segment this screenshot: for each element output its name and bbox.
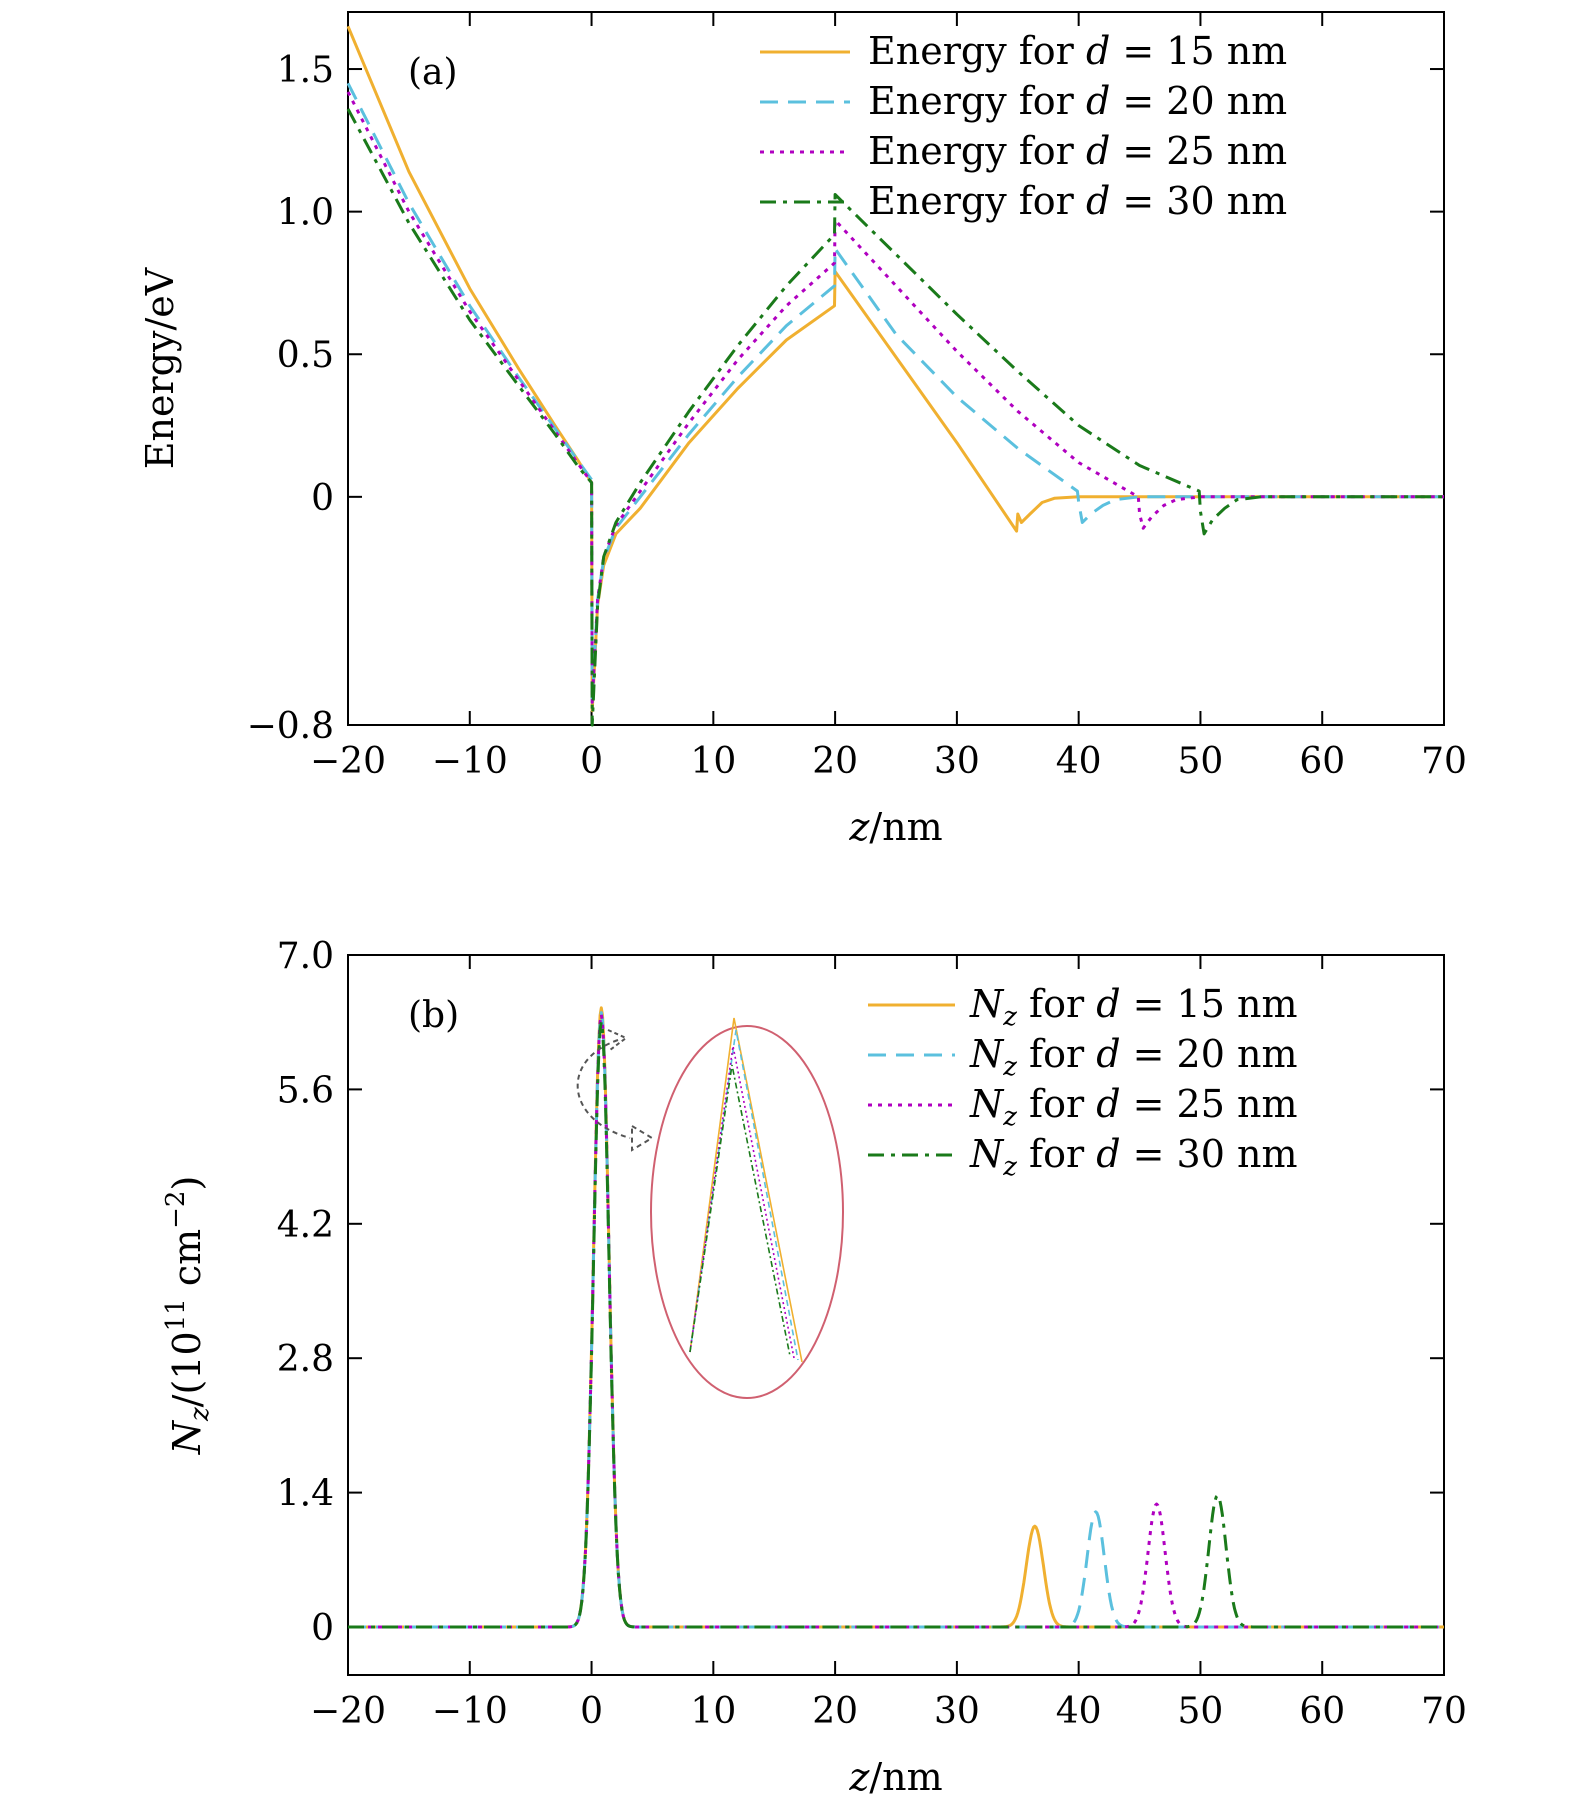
x-tick-label: 70: [1421, 741, 1467, 782]
x-axis-label: z/nm: [848, 805, 942, 849]
y-tick-label: 0: [311, 478, 334, 519]
zoom-arrow-head: [631, 1124, 654, 1152]
x-tick-label: 30: [934, 741, 980, 782]
x-tick-label: 0: [580, 1691, 603, 1732]
plot-frame: [347, 11, 1445, 726]
legend-entry: Nz for d = 25 nm: [969, 1082, 1297, 1132]
zoom-inset-series-line: [689, 1064, 791, 1357]
zoom-inset-series-line: [689, 1045, 795, 1359]
y-tick-label: 1.5: [277, 50, 334, 91]
energy-series-line: [346, 82, 1444, 704]
x-tick-label: 20: [812, 1691, 858, 1732]
x-tick-label: −20: [310, 741, 386, 782]
y-tick-label: 1.4: [277, 1474, 334, 1515]
y-tick-label: −0.8: [247, 706, 334, 747]
legend-entry: Nz for d = 20 nm: [969, 1032, 1297, 1082]
y-tick-label: 1.0: [277, 193, 334, 234]
x-tick-label: 10: [690, 1691, 736, 1732]
panel-a-energy-chart: −20 −10 0 10 20 30 40 50 60 70 −0.8 0 0.5 1.0 1.5 z/nm (…: [138, 11, 1467, 849]
y-tick-label: 4.2: [277, 1205, 334, 1246]
density-series-line: [347, 1020, 1445, 1629]
zoom-inset-ellipse: [650, 1025, 844, 1399]
zoom-arrow: [576, 1039, 631, 1139]
panel-b-density-chart: −20 −10 0 10 20 30 40 50 60 70 0 1.4 2.8 4.2 5.6 7.0 z/n…: [161, 936, 1467, 1799]
x-tick-label: 50: [1178, 1691, 1224, 1732]
panel-label: (b): [408, 995, 459, 1036]
x-tick-label: 10: [690, 741, 736, 782]
x-tick-label: 40: [1056, 741, 1102, 782]
x-tick-label: −10: [432, 1691, 508, 1732]
y-axis-label: Energy/eV: [138, 267, 182, 469]
plot-frame: [347, 954, 1445, 1676]
zoom-inset-series-line: [689, 1029, 799, 1361]
y-tick-label: 2.8: [277, 1339, 334, 1380]
x-tick-label: 20: [812, 741, 858, 782]
legend-entry: Energy for d = 25 nm: [868, 129, 1287, 173]
energy-series-line: [346, 25, 1444, 713]
y-tick-label: 0: [311, 1608, 334, 1649]
legend-entry: Nz for d = 15 nm: [969, 982, 1297, 1032]
legend-entry: Nz for d = 30 nm: [969, 1132, 1297, 1182]
zoom-inset-series-line: [689, 1017, 803, 1363]
x-tick-label: 60: [1299, 741, 1345, 782]
x-tick-label: 40: [1056, 1691, 1102, 1732]
y-tick-label: 0.5: [277, 335, 334, 376]
panel-label: (a): [408, 52, 458, 93]
x-tick-label: 30: [934, 1691, 980, 1732]
legend-entry: Energy for d = 30 nm: [868, 179, 1287, 223]
y-tick-label: 7.0: [277, 936, 334, 977]
x-tick-label: 50: [1178, 741, 1224, 782]
x-tick-label: 0: [580, 741, 603, 782]
x-tick-label: −10: [432, 741, 508, 782]
x-tick-label: −20: [310, 1691, 386, 1732]
legend-entry: Energy for d = 15 nm: [868, 29, 1287, 73]
x-axis-label: z/nm: [848, 1755, 942, 1799]
y-axis-label: Nz/(1011 cm−2): [161, 1176, 215, 1456]
legend-entry: Energy for d = 20 nm: [868, 79, 1287, 123]
y-tick-label: 5.6: [277, 1070, 334, 1111]
energy-series-line: [346, 108, 1444, 727]
x-tick-label: 60: [1299, 1691, 1345, 1732]
x-tick-label: 70: [1421, 1691, 1467, 1732]
